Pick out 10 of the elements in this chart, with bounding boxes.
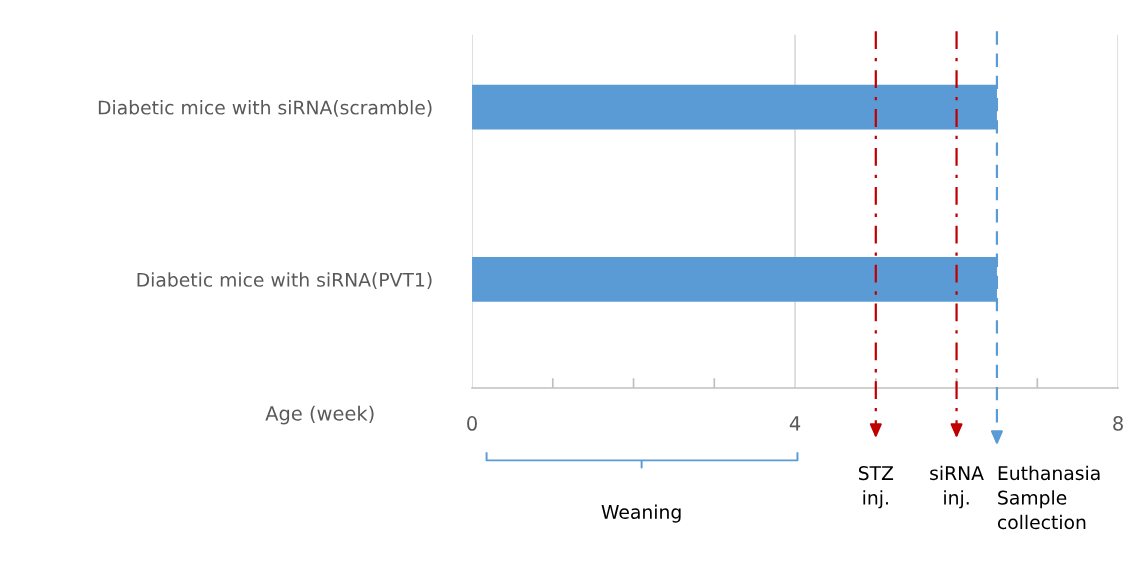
ref-line-label: STZ inj. <box>858 465 894 509</box>
y-tick-label: Diabetic mice with siRNA(PVT1) <box>137 272 432 290</box>
ref-line-label: siRNA inj. <box>930 465 984 509</box>
ref-line-label: Euthanasia Sample collection <box>997 465 1100 530</box>
x-tick-label: 4 <box>789 416 801 431</box>
x-tick-label: 0 <box>467 416 477 431</box>
y-tick-label: Diabetic mice with siRNA(scramble) <box>98 100 432 117</box>
text: Weaning <box>601 504 681 523</box>
x-axis-title: Age (week) <box>265 405 374 425</box>
x-tick-label: 8 <box>1113 416 1123 431</box>
